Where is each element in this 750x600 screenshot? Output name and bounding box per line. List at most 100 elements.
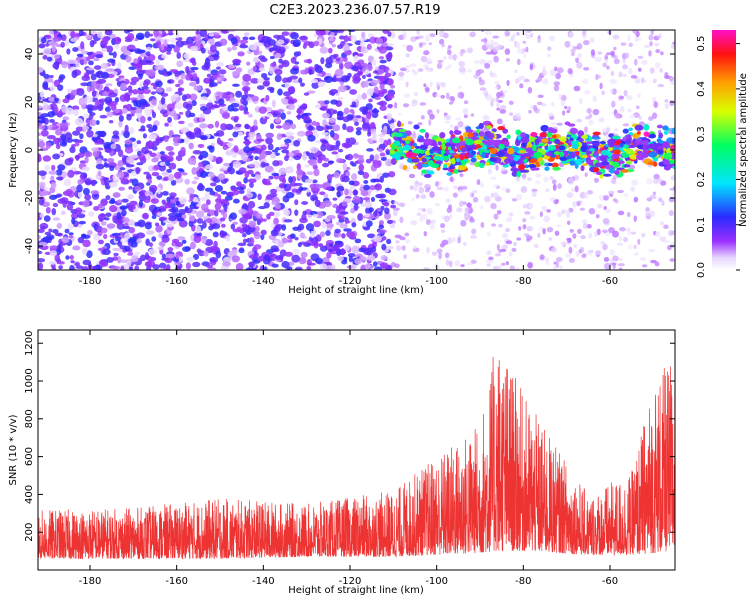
heatmap-cell [357,53,364,57]
heatmap-cell [139,254,147,262]
heatmap-cell [516,237,522,241]
heatmap-cell [514,69,518,73]
heatmap-cell [342,162,348,171]
heatmap-cell [515,112,521,118]
heatmap-cell [516,170,521,178]
heatmap-cell [428,42,432,46]
heatmap-cell [483,90,489,96]
heatmap-cell [185,73,191,81]
heatmap-cell [343,35,349,43]
heatmap-cell [546,209,551,213]
heatmap-cell [610,50,616,56]
heatmap-cell [277,88,283,96]
heatmap-cell [57,111,62,117]
heatmap-cell [38,258,46,263]
heatmap-cell [263,202,270,209]
heatmap-cell [457,85,463,90]
heatmap-cell [54,63,59,70]
heatmap-cell [312,179,318,184]
heatmap-cell [167,44,176,49]
heatmap-cell [411,69,415,73]
heatmap-cell [318,243,324,248]
heatmap-cell [38,43,46,49]
heatmap-cell [596,74,601,79]
heatmap-cell [355,127,363,131]
heatmap-cell [646,197,653,202]
heatmap-cell [522,173,527,181]
heatmap-cell [106,257,114,263]
heatmap-cell [129,81,137,86]
heatmap-cell [302,152,307,161]
heatmap-cell [350,34,357,43]
heatmap-cell [271,99,276,108]
heatmap-cell [333,109,338,115]
heatmap-cell [344,188,349,196]
heatmap-cell [597,51,602,55]
heatmap-cell [376,37,384,45]
heatmap-cell [247,178,257,184]
heatmap-cell [372,58,377,67]
heatmap-cell [598,117,605,123]
heatmap-cell [379,152,386,157]
heatmap-cell [533,151,543,158]
heatmap-cell [330,31,335,36]
heatmap-cell [269,87,275,94]
heatmap-cell [352,195,361,204]
heatmap-cell [608,227,615,234]
heatmap-cell [387,171,396,178]
heatmap-cell [351,101,357,108]
heatmap-cell [294,209,299,216]
heatmap-cell [52,217,60,221]
heatmap-cell [593,150,599,157]
heatmap-cell [345,171,351,177]
heatmap-cell [506,134,511,140]
heatmap-cell [426,208,433,215]
heatmap-cell [55,128,63,136]
heatmap-cell [168,215,177,222]
heatmap-cell [588,147,596,152]
heatmap-cell [333,171,340,179]
heatmap-cell [178,120,185,125]
heatmap-cell [77,191,83,198]
heatmap-cell [251,267,257,270]
heatmap-cell [178,196,188,205]
heatmap-cell [38,120,46,124]
heatmap-cell [363,184,370,191]
heatmap-cell [60,197,69,204]
heatmap-cell [298,35,308,41]
heatmap-cell [138,128,146,132]
heatmap-cell [448,260,453,268]
heatmap-cell [141,86,150,90]
heatmap-cell [155,58,160,66]
heatmap-cell [51,208,57,216]
heatmap-cell [602,229,608,233]
heatmap-cell [645,207,650,213]
heatmap-cell [257,255,264,262]
heatmap-cell [304,67,309,75]
heatmap-cell [619,235,623,242]
heatmap-cell [568,148,576,152]
heatmap-cell [491,97,495,103]
heatmap-cell [105,148,112,154]
heatmap-cell [577,53,582,59]
heatmap-cell [78,220,86,225]
heatmap-cell [329,242,334,247]
heatmap-cell [134,185,141,192]
heatmap-cell [379,176,385,183]
heatmap-cell [287,103,296,111]
heatmap-cell [484,162,490,166]
heatmap-cell [637,238,641,245]
heatmap-cell [39,181,46,190]
heatmap-cell [64,132,73,140]
heatmap-cell [231,45,238,51]
heatmap-cell [191,167,197,175]
heatmap-cell [547,112,554,117]
heatmap-cell [451,96,455,102]
heatmap-cell [337,85,347,93]
heatmap-cell [426,170,435,175]
heatmap-cell [268,175,274,180]
heatmap-cell [103,86,110,92]
heatmap-cell [663,224,669,230]
heatmap-cell [142,89,151,95]
heatmap-cell [125,164,135,168]
